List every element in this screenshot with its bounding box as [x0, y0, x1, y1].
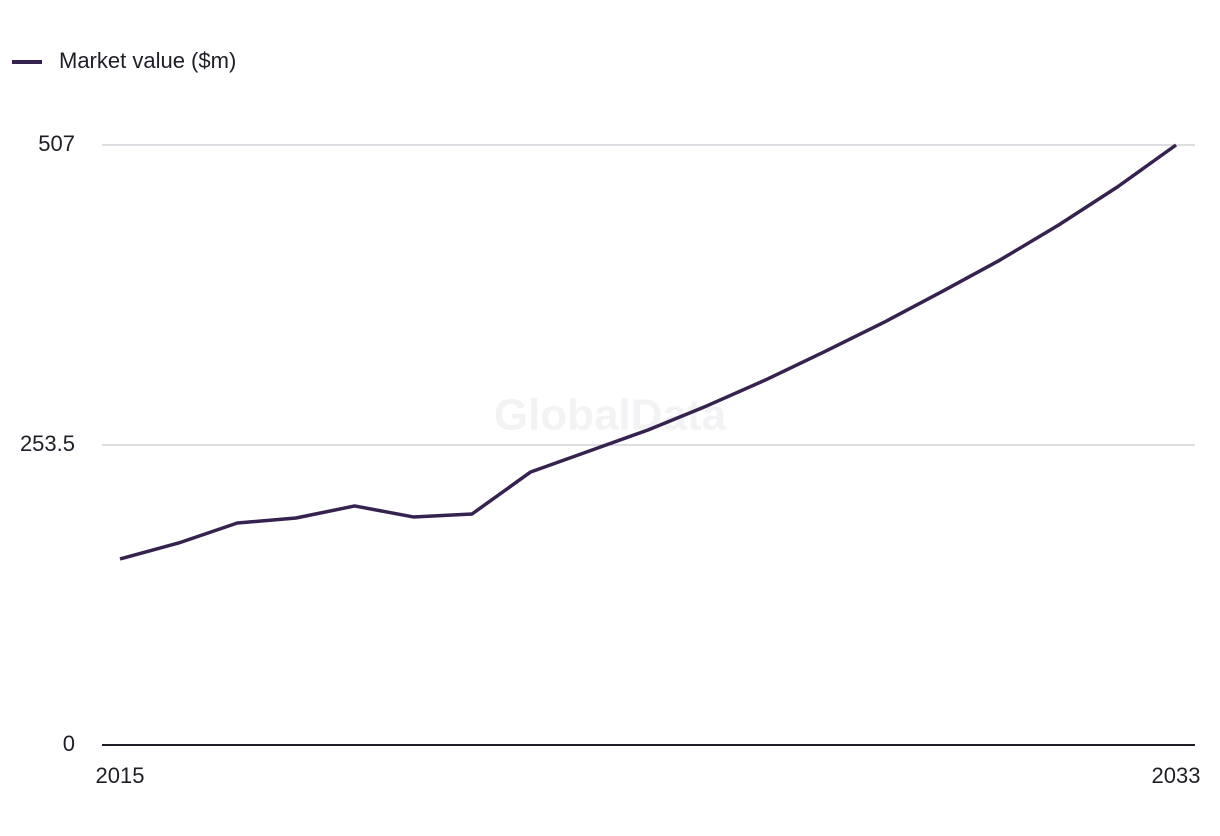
legend-label: Market value ($m)	[59, 48, 236, 73]
x-tick-label: 2033	[1152, 763, 1201, 788]
y-tick-label: 253.5	[20, 431, 75, 456]
x-tick-label: 2015	[96, 763, 145, 788]
data-line	[119, 143, 1178, 561]
y-tick-label: 507	[38, 131, 75, 156]
y-tick-label: 0	[63, 731, 75, 756]
watermark: GlobalData	[494, 391, 727, 440]
